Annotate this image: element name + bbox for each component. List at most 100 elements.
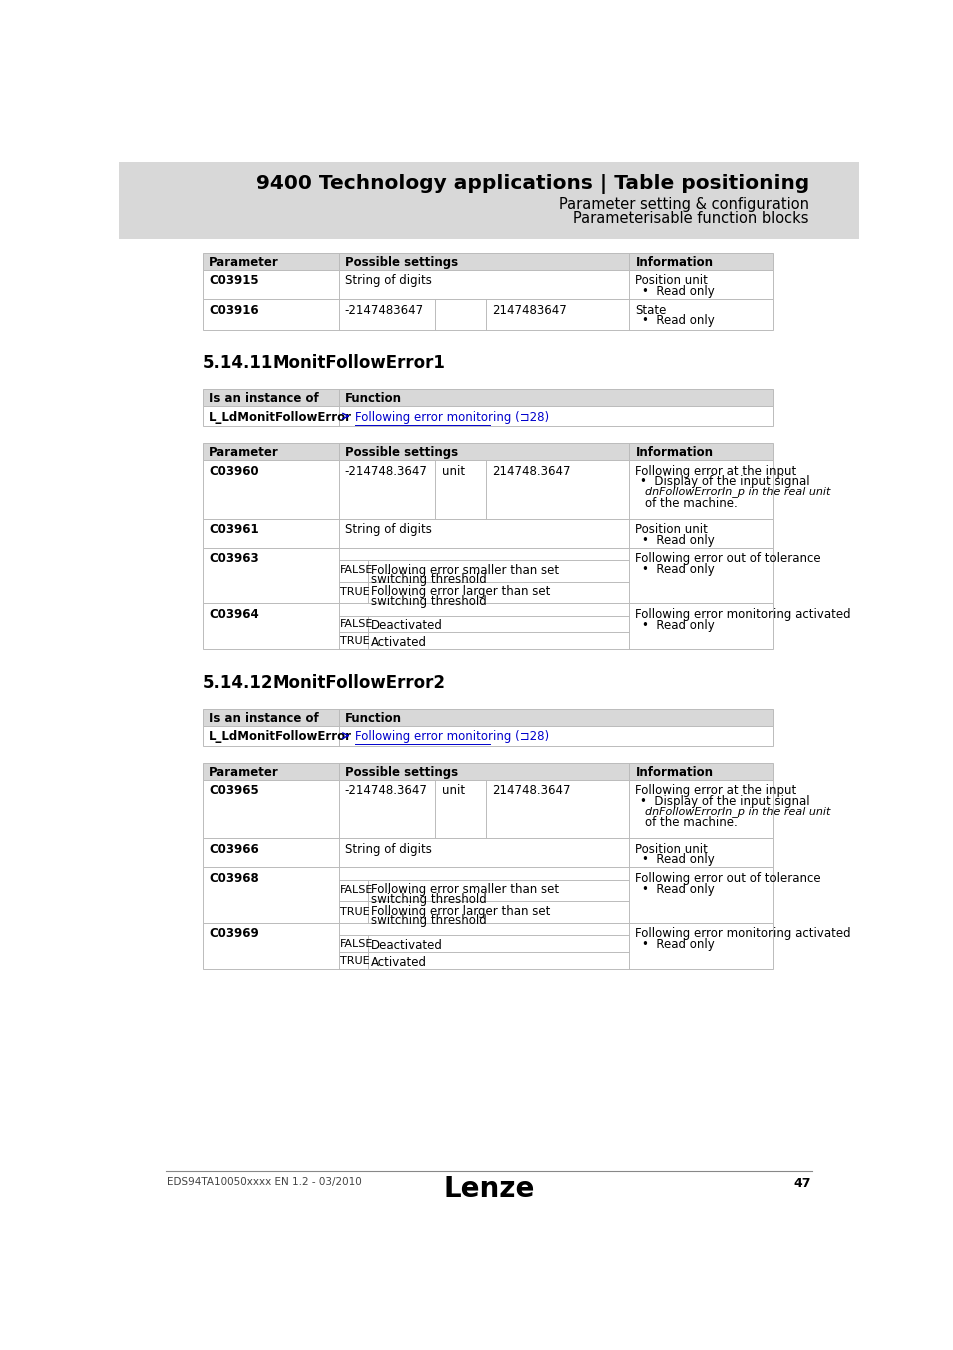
Bar — [203, 252, 773, 270]
Text: Lenze: Lenze — [443, 1174, 534, 1203]
Text: Information: Information — [635, 446, 713, 459]
Text: Following error monitoring (⊐28): Following error monitoring (⊐28) — [355, 410, 548, 424]
Text: FALSE: FALSE — [340, 566, 374, 575]
Text: Deactivated: Deactivated — [371, 620, 442, 632]
Text: L_LdMonitFollowError: L_LdMonitFollowError — [209, 410, 352, 424]
Text: TRUE: TRUE — [340, 587, 370, 597]
Text: •  Read only: • Read only — [641, 315, 714, 328]
Text: 2147483647: 2147483647 — [492, 304, 566, 317]
Text: Deactivated: Deactivated — [371, 940, 442, 952]
Text: MonitFollowError1: MonitFollowError1 — [273, 355, 445, 373]
Bar — [203, 726, 773, 745]
Text: dnFollowErrorIn_p in the real unit: dnFollowErrorIn_p in the real unit — [644, 806, 829, 817]
Text: 5.14.11: 5.14.11 — [203, 355, 274, 373]
Text: Position unit: Position unit — [635, 274, 707, 288]
Text: Following error smaller than set: Following error smaller than set — [371, 564, 558, 576]
Bar — [203, 763, 773, 779]
Text: 214748.3647: 214748.3647 — [492, 464, 570, 478]
Text: Following error at the input: Following error at the input — [635, 784, 796, 796]
Bar — [203, 779, 773, 838]
Text: of the machine.: of the machine. — [644, 817, 737, 829]
Bar — [203, 460, 773, 518]
Text: C03964: C03964 — [209, 608, 258, 621]
Text: switching threshold: switching threshold — [371, 574, 486, 586]
Bar — [203, 709, 773, 726]
Text: •  Read only: • Read only — [641, 853, 714, 867]
Text: TRUE: TRUE — [340, 956, 370, 965]
Text: String of digits: String of digits — [344, 524, 431, 536]
Text: 9400 Technology applications | Table positioning: 9400 Technology applications | Table pos… — [255, 174, 808, 193]
Text: FALSE: FALSE — [340, 886, 374, 895]
Text: C03968: C03968 — [209, 872, 258, 886]
Text: Following error at the input: Following error at the input — [635, 464, 796, 478]
Text: FALSE: FALSE — [340, 620, 374, 629]
Text: -214748.3647: -214748.3647 — [344, 784, 427, 796]
Text: EDS94TA10050xxxx EN 1.2 - 03/2010: EDS94TA10050xxxx EN 1.2 - 03/2010 — [167, 1177, 362, 1187]
Text: State: State — [635, 304, 666, 317]
Text: Following error smaller than set: Following error smaller than set — [371, 883, 558, 896]
Text: Parameter: Parameter — [209, 446, 278, 459]
Text: Possible settings: Possible settings — [344, 446, 457, 459]
Text: Following error monitoring (⊐28): Following error monitoring (⊐28) — [355, 730, 548, 744]
Text: C03915: C03915 — [209, 274, 258, 288]
Text: •  Read only: • Read only — [641, 883, 714, 895]
Text: switching threshold: switching threshold — [371, 914, 486, 927]
Bar — [203, 838, 773, 867]
Text: Position unit: Position unit — [635, 524, 707, 536]
Text: Following error out of tolerance: Following error out of tolerance — [635, 872, 821, 886]
Text: L_LdMonitFollowError: L_LdMonitFollowError — [209, 730, 352, 744]
Bar — [203, 300, 773, 329]
Bar — [203, 406, 773, 427]
Bar — [203, 389, 773, 406]
Text: String of digits: String of digits — [344, 842, 431, 856]
Text: -214748.3647: -214748.3647 — [344, 464, 427, 478]
Text: 214748.3647: 214748.3647 — [492, 784, 570, 796]
Text: Function: Function — [344, 393, 401, 405]
Text: •  Read only: • Read only — [641, 618, 714, 632]
Text: •  Read only: • Read only — [641, 285, 714, 298]
Bar — [203, 548, 773, 603]
Bar — [203, 603, 773, 649]
Text: 47: 47 — [792, 1177, 810, 1189]
Text: C03969: C03969 — [209, 927, 258, 941]
Text: •  Read only: • Read only — [641, 533, 714, 547]
Text: Is an instance of: Is an instance of — [209, 393, 318, 405]
Text: •  Display of the input signal: • Display of the input signal — [639, 795, 809, 807]
Text: Information: Information — [635, 765, 713, 779]
Bar — [203, 443, 773, 460]
Text: Following error larger than set: Following error larger than set — [371, 904, 550, 918]
Text: unit: unit — [441, 464, 464, 478]
Text: C03965: C03965 — [209, 784, 258, 796]
Text: String of digits: String of digits — [344, 274, 431, 288]
Text: Following error monitoring activated: Following error monitoring activated — [635, 927, 850, 941]
Text: Possible settings: Possible settings — [344, 256, 457, 269]
Bar — [203, 270, 773, 300]
Text: Activated: Activated — [371, 956, 427, 969]
Bar — [203, 923, 773, 969]
Text: switching threshold: switching threshold — [371, 595, 486, 608]
Text: •  Read only: • Read only — [641, 938, 714, 952]
Text: 5.14.12: 5.14.12 — [203, 674, 274, 693]
Text: FALSE: FALSE — [340, 940, 374, 949]
Bar — [203, 518, 773, 548]
Text: •  Read only: • Read only — [641, 563, 714, 576]
Bar — [119, 162, 858, 239]
Text: Parameterisable function blocks: Parameterisable function blocks — [573, 211, 808, 225]
Text: Parameter: Parameter — [209, 256, 278, 269]
Text: switching threshold: switching threshold — [371, 892, 486, 906]
Text: -2147483647: -2147483647 — [344, 304, 423, 317]
Text: Following error larger than set: Following error larger than set — [371, 586, 550, 598]
Text: Function: Function — [344, 711, 401, 725]
Text: Parameter setting & configuration: Parameter setting & configuration — [558, 197, 808, 212]
Text: TRUE: TRUE — [340, 907, 370, 917]
Text: C03916: C03916 — [209, 304, 258, 317]
Text: Position unit: Position unit — [635, 842, 707, 856]
Text: MonitFollowError2: MonitFollowError2 — [273, 674, 445, 693]
Bar — [203, 867, 773, 923]
Text: C03961: C03961 — [209, 524, 258, 536]
Text: Following error monitoring activated: Following error monitoring activated — [635, 608, 850, 621]
Text: dnFollowErrorIn_p in the real unit: dnFollowErrorIn_p in the real unit — [644, 486, 829, 497]
Text: Information: Information — [635, 256, 713, 269]
Text: C03963: C03963 — [209, 552, 258, 566]
Text: Is an instance of: Is an instance of — [209, 711, 318, 725]
